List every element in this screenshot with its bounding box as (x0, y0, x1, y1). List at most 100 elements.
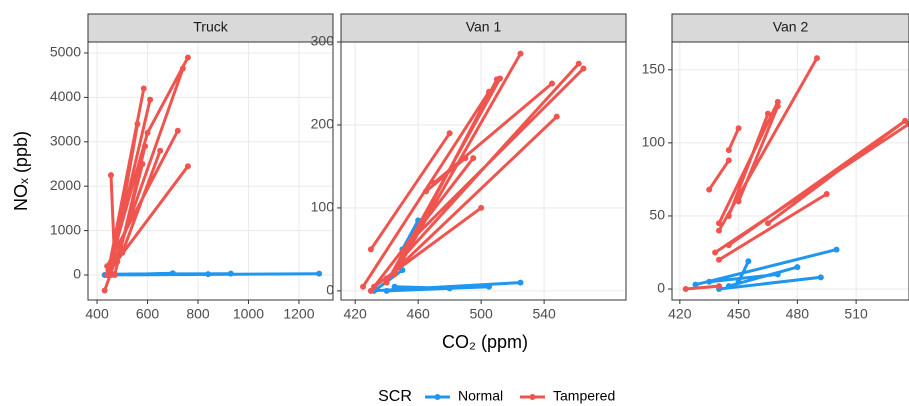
y-tick-label: 200 (311, 116, 335, 132)
data-point (134, 121, 141, 128)
x-tick-label: 600 (136, 306, 160, 322)
data-point (367, 287, 374, 294)
data-point (725, 157, 732, 164)
x-tick-label: 510 (844, 306, 868, 322)
data-point (548, 80, 555, 87)
y-tick-label: 5000 (50, 44, 81, 60)
data-point (774, 271, 781, 278)
x-tick-label: 540 (532, 306, 556, 322)
data-point (725, 242, 732, 249)
legend-key-point (529, 394, 536, 400)
data-point (430, 180, 437, 187)
data-point (493, 76, 500, 83)
data-point (184, 54, 191, 61)
y-tick-label: 50 (649, 207, 665, 223)
data-point (367, 246, 374, 253)
data-point (580, 65, 587, 72)
series-line (685, 57, 909, 291)
data-point (692, 281, 699, 288)
data-point (774, 98, 781, 105)
data-point (813, 55, 820, 62)
data-point (706, 278, 713, 285)
x-tick-label: 500 (469, 306, 493, 322)
data-point (725, 147, 732, 154)
data-point (205, 271, 212, 278)
x-tick-label: 420 (668, 306, 692, 322)
data-point (833, 246, 840, 253)
data-point (764, 110, 771, 117)
data-point (725, 283, 732, 290)
data-point (423, 188, 430, 195)
data-point (383, 279, 390, 286)
data-point (823, 191, 830, 198)
data-point (169, 270, 176, 277)
data-point (553, 113, 560, 120)
data-point (140, 85, 147, 92)
data-point (184, 163, 191, 170)
data-point (407, 238, 414, 245)
data-point (114, 258, 121, 265)
y-tick-label: 2000 (50, 177, 81, 193)
data-point (682, 286, 689, 293)
data-point (462, 155, 469, 162)
x-tick-label: 450 (727, 306, 751, 322)
data-point (139, 161, 146, 168)
data-point (174, 127, 181, 134)
data-point (902, 117, 909, 124)
x-axis-label: CO₂ (ppm) (442, 332, 528, 352)
series-line (695, 248, 837, 291)
data-point (716, 227, 723, 234)
data-point (478, 204, 485, 211)
data-point (517, 50, 524, 57)
data-point (446, 285, 453, 292)
data-point (712, 249, 719, 256)
y-tick-label: 4000 (50, 88, 81, 104)
data-point (817, 274, 824, 281)
x-tick-label: 400 (85, 306, 109, 322)
strip-title: Truck (193, 19, 228, 35)
strip (671, 13, 909, 43)
x-tick-label: 480 (786, 306, 810, 322)
legend-label: Tampered (553, 388, 615, 404)
data-point (104, 263, 111, 270)
data-point (360, 283, 367, 290)
data-point (111, 272, 118, 279)
data-point (107, 172, 114, 179)
data-point (706, 186, 713, 193)
panel-background (341, 42, 626, 300)
data-point (735, 278, 742, 285)
y-tick-label: 3000 (50, 133, 81, 149)
y-tick-label: 1000 (50, 221, 81, 237)
y-tick-label: 100 (311, 199, 335, 215)
data-point (147, 96, 154, 103)
x-tick-label: 1000 (233, 306, 264, 322)
x-tick-label: 420 (343, 306, 367, 322)
data-point (371, 283, 378, 290)
strip (340, 13, 627, 43)
data-point (446, 130, 453, 137)
y-tick-label: 150 (642, 60, 666, 76)
x-tick-label: 800 (186, 306, 210, 322)
data-point (119, 249, 126, 256)
panel-background (88, 42, 333, 300)
data-point (745, 258, 752, 265)
data-point (396, 262, 403, 269)
strip-title: Van 1 (466, 19, 502, 35)
legend-key-point (434, 394, 441, 400)
strip-title: Van 2 (773, 19, 809, 35)
y-axis-label: NOₓ (ppb) (11, 131, 31, 211)
series-line (370, 219, 521, 293)
data-point (735, 125, 742, 132)
data-point (716, 256, 723, 263)
data-point (517, 279, 524, 286)
data-point (383, 275, 390, 282)
data-point (794, 264, 801, 271)
data-point (316, 270, 323, 277)
y-tick-label: 300 (311, 33, 335, 49)
data-point (486, 283, 493, 290)
data-point (735, 198, 742, 205)
data-point (486, 88, 493, 95)
y-tick-label: 0 (326, 282, 334, 298)
legend-title: SCR (378, 388, 412, 405)
